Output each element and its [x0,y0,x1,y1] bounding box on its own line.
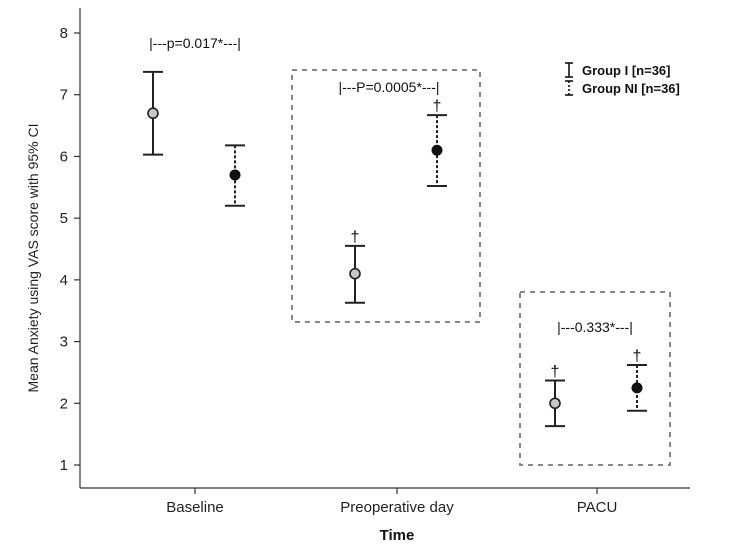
y-tick-label: 8 [60,25,68,42]
x-tick-label: Preoperative day [340,499,454,516]
x-axis-title: Time [380,527,415,544]
dagger-marker: † [633,348,642,365]
y-tick-label: 3 [60,334,68,351]
data-point [431,144,443,156]
data-point [229,169,241,181]
data-point [549,397,561,410]
legend-label-group-i: Group I [n=36] [582,63,670,78]
y-tick-label: 2 [60,395,68,412]
y-axis-title: Mean Anxiety using VAS score with 95% CI [25,124,41,393]
y-ticks: 1 2 3 4 5 6 7 8 [60,25,80,474]
significance-boxes [291,69,671,466]
legend: Group I [n=36] Group NI [n=36] [565,62,680,96]
p-value-annotation: |---P=0.0005*---| [338,79,439,95]
series-group-ni [225,114,647,412]
p-value-annotation: |---0.333*---| [557,319,633,335]
x-ticks: Baseline Preoperative day PACU [166,488,617,516]
x-tick-label: Baseline [166,499,224,516]
data-point [349,267,361,280]
data-point [147,107,159,120]
y-tick-label: 6 [60,148,68,165]
annotations: † † † † |---p=0.017*---| |---P=0.0005*---| |--… [149,35,641,380]
p-value-annotation: |---p=0.017*---| [149,35,241,51]
series-group-i [143,70,565,428]
significance-box-1 [291,69,481,323]
x-tick-label: PACU [577,499,618,516]
y-tick-label: 4 [60,272,68,289]
series-layer [143,70,647,428]
significance-box-2 [519,291,671,466]
dagger-marker: † [433,98,442,115]
axes [79,8,690,489]
dagger-marker: † [551,363,560,380]
legend-label-group-ni: Group NI [n=36] [582,81,680,96]
y-tick-label: 5 [60,210,68,227]
data-point [631,382,643,394]
y-tick-label: 1 [60,457,68,474]
dagger-marker: † [351,229,360,246]
y-tick-label: 7 [60,87,68,104]
